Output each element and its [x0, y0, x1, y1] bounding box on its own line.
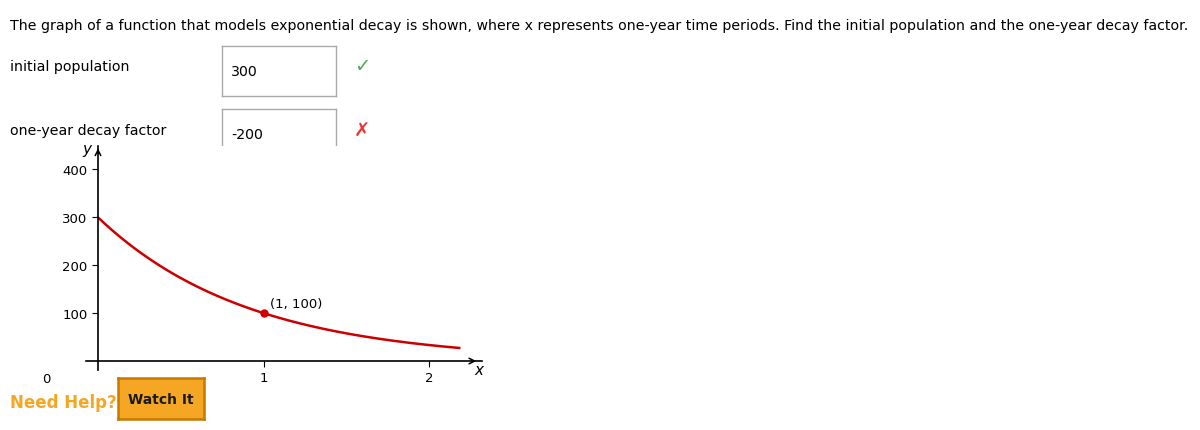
Text: initial population: initial population [10, 60, 130, 74]
Text: Need Help?: Need Help? [10, 393, 116, 411]
Text: ✗: ✗ [354, 122, 371, 141]
Text: x: x [474, 362, 484, 378]
Text: 300: 300 [232, 65, 258, 79]
Text: 0: 0 [43, 372, 50, 385]
Text: Watch It: Watch It [128, 392, 193, 406]
Text: ✓: ✓ [354, 57, 371, 76]
Text: The graph of a function that models exponential decay is shown, where x represen: The graph of a function that models expo… [10, 19, 1188, 33]
Text: -200: -200 [232, 127, 263, 141]
Text: (1, 100): (1, 100) [270, 298, 323, 311]
Text: y: y [82, 141, 91, 157]
Text: one-year decay factor: one-year decay factor [10, 124, 166, 138]
